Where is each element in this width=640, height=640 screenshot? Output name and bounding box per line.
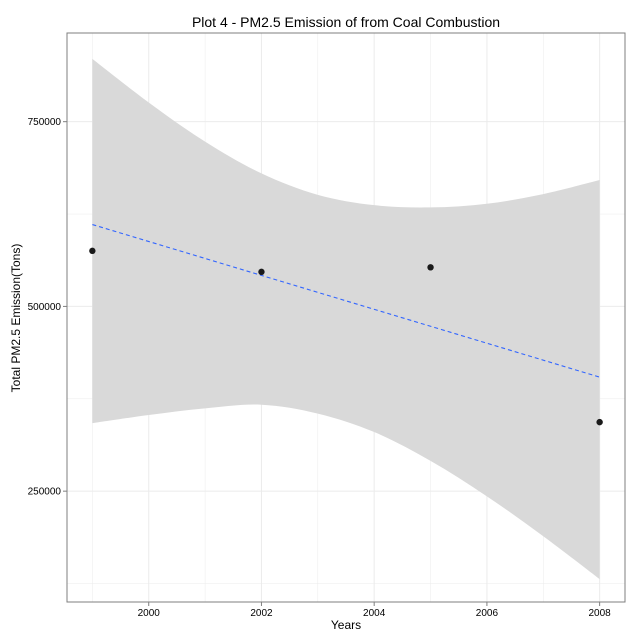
x-tick-label: 2008: [589, 608, 612, 619]
data-points: [89, 247, 603, 426]
confidence-band-area: [92, 58, 600, 580]
x-axis-label: Years: [331, 618, 361, 632]
y-axis: 250000 500000 750000: [28, 117, 67, 498]
x-axis: 2000 2002 2004 2006 2008: [138, 602, 612, 619]
y-tick-label: 500000: [28, 302, 62, 313]
x-tick-label: 2000: [138, 608, 161, 619]
x-tick-label: 2006: [476, 608, 499, 619]
x-tick-label: 2004: [363, 608, 386, 619]
data-point: [596, 418, 603, 426]
x-tick-label: 2002: [250, 608, 273, 619]
plot-panel-border: [66, 32, 626, 603]
data-point: [427, 264, 434, 271]
data-point: [89, 247, 96, 255]
y-tick-label: 250000: [28, 487, 62, 498]
confidence-band: [92, 58, 600, 580]
trend-line-segment: [92, 224, 600, 378]
chart-title: Plot 4 - PM2.5 Emission of from Coal Com…: [192, 14, 500, 30]
y-axis-label: Total PM2.5 Emission(Tons): [9, 244, 23, 393]
y-tick-label: 750000: [28, 117, 62, 128]
data-point: [258, 268, 265, 276]
trend-line: [92, 224, 600, 378]
